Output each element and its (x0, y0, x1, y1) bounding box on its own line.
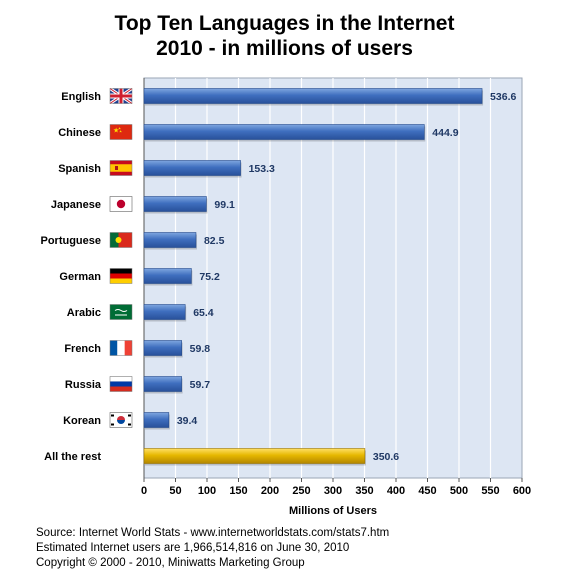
x-tick-label: 600 (513, 485, 531, 497)
svg-text:★: ★ (113, 127, 119, 135)
footer-copyright: Copyright © 2000 - 2010, Miniwatts Marke… (36, 557, 305, 569)
bar (143, 232, 197, 248)
svg-text:★: ★ (118, 127, 121, 131)
category-label: Arabic (67, 307, 101, 319)
uk-flag-icon (109, 87, 133, 105)
category-label: Russia (65, 379, 102, 391)
x-tick-label: 400 (387, 485, 405, 497)
bar (143, 340, 182, 356)
spain-flag-icon (109, 160, 133, 176)
data-label: 536.6 (490, 91, 516, 103)
category-label: English (61, 91, 101, 103)
x-tick-label: 300 (324, 485, 342, 497)
x-tick-label: 50 (169, 485, 181, 497)
category-label: Korean (63, 415, 101, 427)
japan-flag-icon (109, 196, 133, 212)
footer-estimate: Estimated Internet users are 1,966,514,8… (36, 542, 350, 554)
bar (143, 196, 207, 212)
russia-flag-icon (109, 376, 133, 392)
data-label: 39.4 (177, 415, 198, 427)
x-tick-label: 550 (481, 485, 499, 497)
labels: English 536.6 Chinese 444.9 Spanish 153.3 Japa… (40, 91, 516, 463)
x-tick-label: 450 (418, 485, 436, 497)
chart-title: Top Ten Languages in the Internet (114, 12, 455, 35)
x-tick-label: 150 (229, 485, 247, 497)
x-tick-label: 200 (261, 485, 279, 497)
x-tick-label: 500 (450, 485, 468, 497)
data-label: 82.5 (204, 235, 225, 247)
data-label: 75.2 (199, 271, 220, 283)
data-label: 99.1 (214, 199, 235, 211)
bars (143, 88, 484, 466)
bar (143, 124, 425, 140)
flag-icons: ★★★ (109, 87, 133, 428)
data-label: 59.8 (190, 343, 211, 355)
bar (143, 376, 182, 392)
data-label: 444.9 (432, 127, 458, 139)
category-label: Chinese (58, 127, 101, 139)
x-tick-label: 0 (141, 485, 147, 497)
data-label: 153.3 (249, 163, 275, 175)
portugal-flag-icon (109, 232, 133, 248)
france-flag-icon (109, 340, 133, 356)
china-flag-icon: ★★★ (109, 124, 133, 140)
svg-text:★: ★ (119, 130, 122, 134)
category-label: All the rest (44, 451, 101, 463)
bar (143, 412, 170, 428)
x-tick-label: 100 (198, 485, 216, 497)
x-tick-label: 250 (292, 485, 310, 497)
x-axis-title: Millions of Users (289, 505, 377, 517)
data-label: 65.4 (193, 307, 214, 319)
category-label: Spanish (58, 163, 101, 175)
korea-flag-icon (109, 412, 133, 428)
category-label: Japanese (51, 199, 101, 211)
category-label: Portuguese (40, 235, 101, 247)
data-label: 350.6 (373, 451, 399, 463)
category-label: French (64, 343, 101, 355)
footer-source: Source: Internet World Stats - www.inter… (36, 527, 390, 539)
bar (143, 160, 241, 176)
bar (143, 268, 192, 284)
data-label: 59.7 (190, 379, 211, 391)
plot-area: 0 50 100 150 200 250 300 350 400 450 500 550 600 Mill… (141, 77, 531, 517)
bar (143, 448, 366, 464)
bar (143, 304, 186, 320)
category-label: German (59, 271, 101, 283)
saudi-arabia-flag-icon (109, 304, 133, 320)
chart-subtitle: 2010 - in millions of users (156, 37, 413, 60)
germany-flag-icon (109, 268, 133, 284)
bar (143, 88, 483, 104)
x-tick-label: 350 (355, 485, 373, 497)
